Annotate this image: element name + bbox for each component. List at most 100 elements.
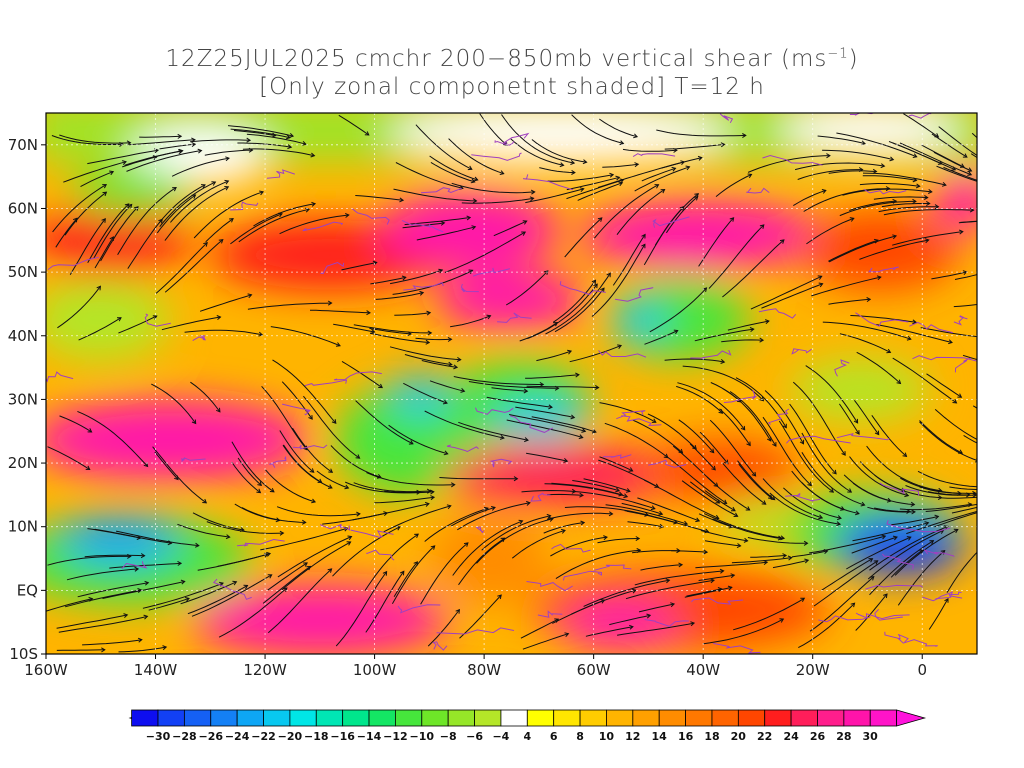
streamline <box>678 419 715 453</box>
streamline-arrow <box>853 418 859 424</box>
streamline-arrow <box>191 194 197 199</box>
streamline <box>403 382 448 404</box>
streamline-arrow <box>243 584 249 590</box>
streamline-arrow <box>137 637 143 643</box>
streamline-arrow <box>636 548 642 553</box>
streamline-arrow <box>127 203 133 209</box>
streamline-arrow <box>310 152 316 158</box>
streamline-arrow <box>658 510 664 516</box>
contour-line <box>594 564 632 571</box>
streamline-arrow <box>761 500 767 505</box>
contour-line <box>473 267 511 277</box>
streamline <box>458 421 529 441</box>
streamline <box>100 206 139 262</box>
arctic-white-patch <box>390 113 730 165</box>
contour-line <box>509 415 554 433</box>
streamline-arrow <box>143 614 149 620</box>
streamline <box>962 354 977 361</box>
streamline-arrow <box>807 481 812 487</box>
contour-line <box>333 371 382 381</box>
streamline <box>267 562 308 591</box>
streamline <box>644 330 678 345</box>
streamline-arrow <box>571 169 576 175</box>
streamline <box>231 461 261 493</box>
streamline-arrow <box>289 133 295 138</box>
streamline <box>59 415 92 433</box>
streamline-arrow <box>591 279 597 285</box>
streamline <box>684 586 732 598</box>
streamline-arrow <box>987 500 991 504</box>
south-atlantic-magenta <box>560 600 680 650</box>
streamline-arrow <box>763 560 769 565</box>
lon-label: 80W <box>467 661 501 679</box>
streamline-arrow <box>641 243 646 249</box>
contour-line <box>502 132 530 144</box>
jet-red-west <box>46 205 190 275</box>
lat-label: 10S <box>9 645 38 663</box>
streamline-arrow <box>73 217 78 223</box>
streamline <box>87 149 159 165</box>
colorbar-label: −16 <box>330 730 355 743</box>
streamline <box>217 553 271 567</box>
streamline-arrow <box>144 580 150 586</box>
shading-layer <box>46 113 977 654</box>
streamline-arrow <box>327 568 333 573</box>
streamline <box>56 649 105 651</box>
contour-line <box>884 631 909 643</box>
colorbar-label: −6 <box>466 730 483 743</box>
contour-line <box>144 313 171 327</box>
contour-line <box>526 581 573 592</box>
streamline-arrow <box>818 282 824 288</box>
contour-line <box>691 597 744 605</box>
streamline-arrow <box>247 293 253 299</box>
colorbar-swatch <box>869 709 898 727</box>
streamline-arrow <box>742 133 747 139</box>
streamline <box>459 594 502 639</box>
contour-line <box>401 219 444 233</box>
subtropical-magenta-pacific <box>46 400 310 480</box>
streamline <box>634 570 724 586</box>
streamline <box>899 142 972 176</box>
streamline-arrow <box>162 645 168 651</box>
contour-line <box>621 415 662 427</box>
streamline <box>849 200 897 211</box>
streamline-arrow <box>745 506 751 511</box>
itcz-blue <box>835 515 965 575</box>
streamline-arrow <box>967 167 973 172</box>
streamline-arrow <box>817 275 823 280</box>
streamline <box>164 186 229 241</box>
streamline-arrow <box>944 597 949 603</box>
contour-line <box>537 610 563 618</box>
streamline <box>369 332 430 343</box>
contour-line <box>767 408 790 425</box>
streamline-arrow <box>800 597 806 603</box>
streamline <box>641 167 676 182</box>
streamline-arrow <box>524 437 529 443</box>
streamline-arrow <box>923 194 929 200</box>
streamline-arrow <box>430 545 436 550</box>
streamline <box>279 214 349 235</box>
streamline <box>953 303 977 308</box>
streamline-arrow <box>523 388 529 394</box>
streamline <box>128 139 195 146</box>
streamline-arrow <box>180 579 186 585</box>
streamline <box>676 385 723 414</box>
streamline <box>921 144 965 168</box>
colorbar-swatch <box>131 709 159 727</box>
streamline <box>722 462 766 505</box>
lon-label: 100W <box>353 661 397 679</box>
streamline <box>594 184 659 239</box>
streamline <box>155 242 208 294</box>
streamline-arrow <box>702 287 708 293</box>
streamline <box>917 470 977 488</box>
streamline <box>231 441 275 493</box>
contour-line <box>855 612 910 620</box>
streamline-arrow <box>133 206 139 211</box>
streamline <box>510 138 564 166</box>
streamline <box>822 321 911 340</box>
streamline <box>522 633 569 650</box>
latitude-labels: 70N 60N 50N 40N 30N 20N 10N EQ 10S <box>8 136 46 663</box>
streamline <box>597 538 640 544</box>
streamline-arrow <box>850 602 856 608</box>
streamline-arrow <box>581 428 587 433</box>
